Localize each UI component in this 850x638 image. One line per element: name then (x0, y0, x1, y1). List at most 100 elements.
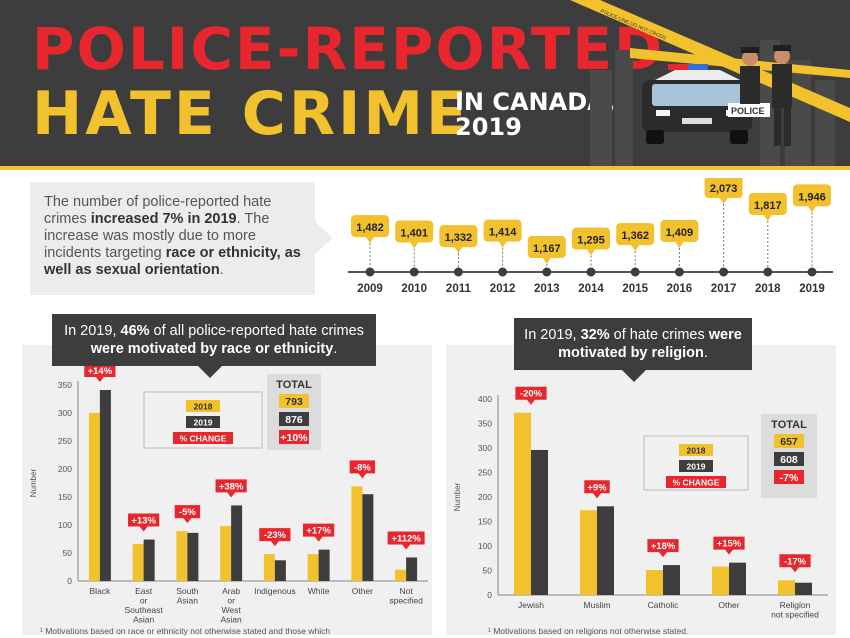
bar-2018 (712, 566, 729, 595)
category-label-line: Southeast (124, 605, 163, 615)
y-tick-label: 250 (58, 436, 72, 446)
y-tick-label: 200 (58, 464, 72, 474)
change-value: +15% (717, 539, 742, 550)
total-value: 876 (285, 414, 303, 426)
y-tick-label: 300 (58, 408, 72, 418)
total-swatch (774, 470, 804, 484)
timeline-value: 1,167 (533, 243, 561, 255)
bar-2019 (274, 560, 286, 581)
religion-callout-pct: 32% (580, 327, 610, 343)
category-label-line: Jewish (518, 600, 544, 610)
bar-2019 (187, 532, 199, 581)
title-subtitle: IN CANADA, 2019 (455, 89, 615, 140)
timeline-year: 2014 (578, 283, 604, 295)
change-value: +18% (651, 541, 676, 552)
legend-swatch (186, 400, 220, 412)
category-label: South Asian (176, 586, 198, 606)
bar-2018 (263, 554, 275, 581)
timeline-dot (719, 267, 729, 277)
timeline-dot (586, 267, 596, 277)
change-badge (303, 523, 335, 542)
timeline-value: 1,332 (445, 232, 473, 244)
total-value: +10% (280, 432, 308, 444)
intro-text-e: . (219, 262, 224, 279)
y-tick-label: 50 (483, 566, 493, 576)
timeline-dot (498, 267, 508, 277)
police-officers-icon: POLICE (728, 45, 792, 146)
category-label-line: East (135, 586, 153, 596)
change-badge (349, 460, 376, 479)
category-label-line: Arab (222, 586, 240, 596)
bar-2019 (231, 505, 243, 581)
timeline-dot (674, 267, 684, 277)
legend-box (643, 435, 749, 491)
timeline-marker (395, 220, 434, 249)
bar-2018 (176, 531, 188, 581)
religion-callout-e: . (703, 345, 708, 362)
category-label: Catholic (648, 600, 679, 610)
category-label: Indigenous (254, 586, 296, 596)
legend-box (143, 391, 263, 449)
y-tick-label: 0 (67, 576, 72, 586)
category-label-line: or (140, 596, 148, 606)
bar-2019 (795, 582, 812, 595)
category-label-line: Other (718, 600, 739, 610)
timeline-dot (365, 267, 375, 277)
timeline-marker (351, 215, 389, 244)
timeline-chart: 1,482 2009 1,401 2010 1,332 2011 1,414 2012 1,16… (348, 178, 833, 295)
intro-arrow (315, 222, 333, 254)
category-label-line: not specified (771, 610, 819, 620)
timeline-marker (748, 192, 787, 221)
timeline-year: 2015 (622, 283, 648, 295)
timeline-marker (572, 227, 610, 256)
change-badge (515, 386, 547, 405)
religion-bar-chart: Number 0 50 100 150 200 250 300 350 400 -20% Jewish… (453, 386, 828, 620)
category-label-line: West (222, 605, 242, 615)
intro-text-box: The number of police-reported hate crime… (30, 182, 315, 295)
timeline-year: 2018 (755, 283, 781, 295)
bar-2018 (132, 544, 144, 581)
y-tick-label: 350 (478, 419, 492, 429)
category-label: Arab or West Asian (220, 586, 242, 624)
header-banner: POLICE-REPORTED HATE CRIME IN CANADA, 20… (0, 0, 850, 168)
timeline-year: 2009 (357, 283, 383, 295)
category-label: Jewish (518, 600, 544, 610)
intro-highlight-targets: race or ethnicity, as well as sexual ori… (44, 245, 301, 279)
legend-label: 2018 (687, 446, 706, 456)
category-label-line: Muslim (584, 600, 611, 610)
category-label-line: Indigenous (254, 586, 296, 596)
timeline-year: 2011 (446, 283, 472, 295)
header-divider (0, 166, 850, 170)
category-label-line: Not (400, 586, 414, 596)
bar-2018 (220, 526, 232, 581)
race-bar-chart: Number 0 50 100 150 200 250 300 350 +14% Black +13%… (29, 366, 428, 625)
race-callout-c: of all police-reported hate crimes (149, 323, 364, 339)
bar-2019 (729, 562, 746, 595)
bar-2018 (88, 413, 100, 581)
total-swatch (279, 394, 309, 408)
religion-callout-tip (622, 370, 646, 382)
timeline-year: 2016 (667, 283, 693, 295)
y-axis-label: Number (453, 482, 462, 511)
timeline-marker (793, 184, 831, 213)
category-label: Other (718, 600, 739, 610)
change-badge (128, 513, 160, 532)
timeline-year: 2017 (711, 283, 737, 295)
change-badge (779, 554, 811, 573)
category-label-line: Asian (133, 615, 155, 625)
timeline-value: 1,946 (798, 191, 826, 203)
category-label-line: Religion (780, 600, 811, 610)
change-value: -17% (784, 556, 807, 567)
y-tick-label: 350 (58, 380, 72, 390)
race-footnote: ¹ Motivations based on race or ethnicity… (40, 626, 331, 636)
bar-2019 (663, 565, 680, 595)
religion-callout: In 2019, 32% of hate crimes were motivat… (514, 318, 752, 371)
change-value: +13% (131, 516, 156, 527)
bar-2018 (395, 569, 407, 581)
police-sign-text: POLICE (731, 106, 765, 116)
y-tick-label: 200 (478, 492, 492, 502)
bar-2019 (143, 539, 155, 581)
timeline-marker (660, 219, 699, 248)
police-scene-illustration: POLICE LINE DO NOT CROSS POLICE (570, 0, 850, 168)
category-label: Black (89, 586, 111, 596)
